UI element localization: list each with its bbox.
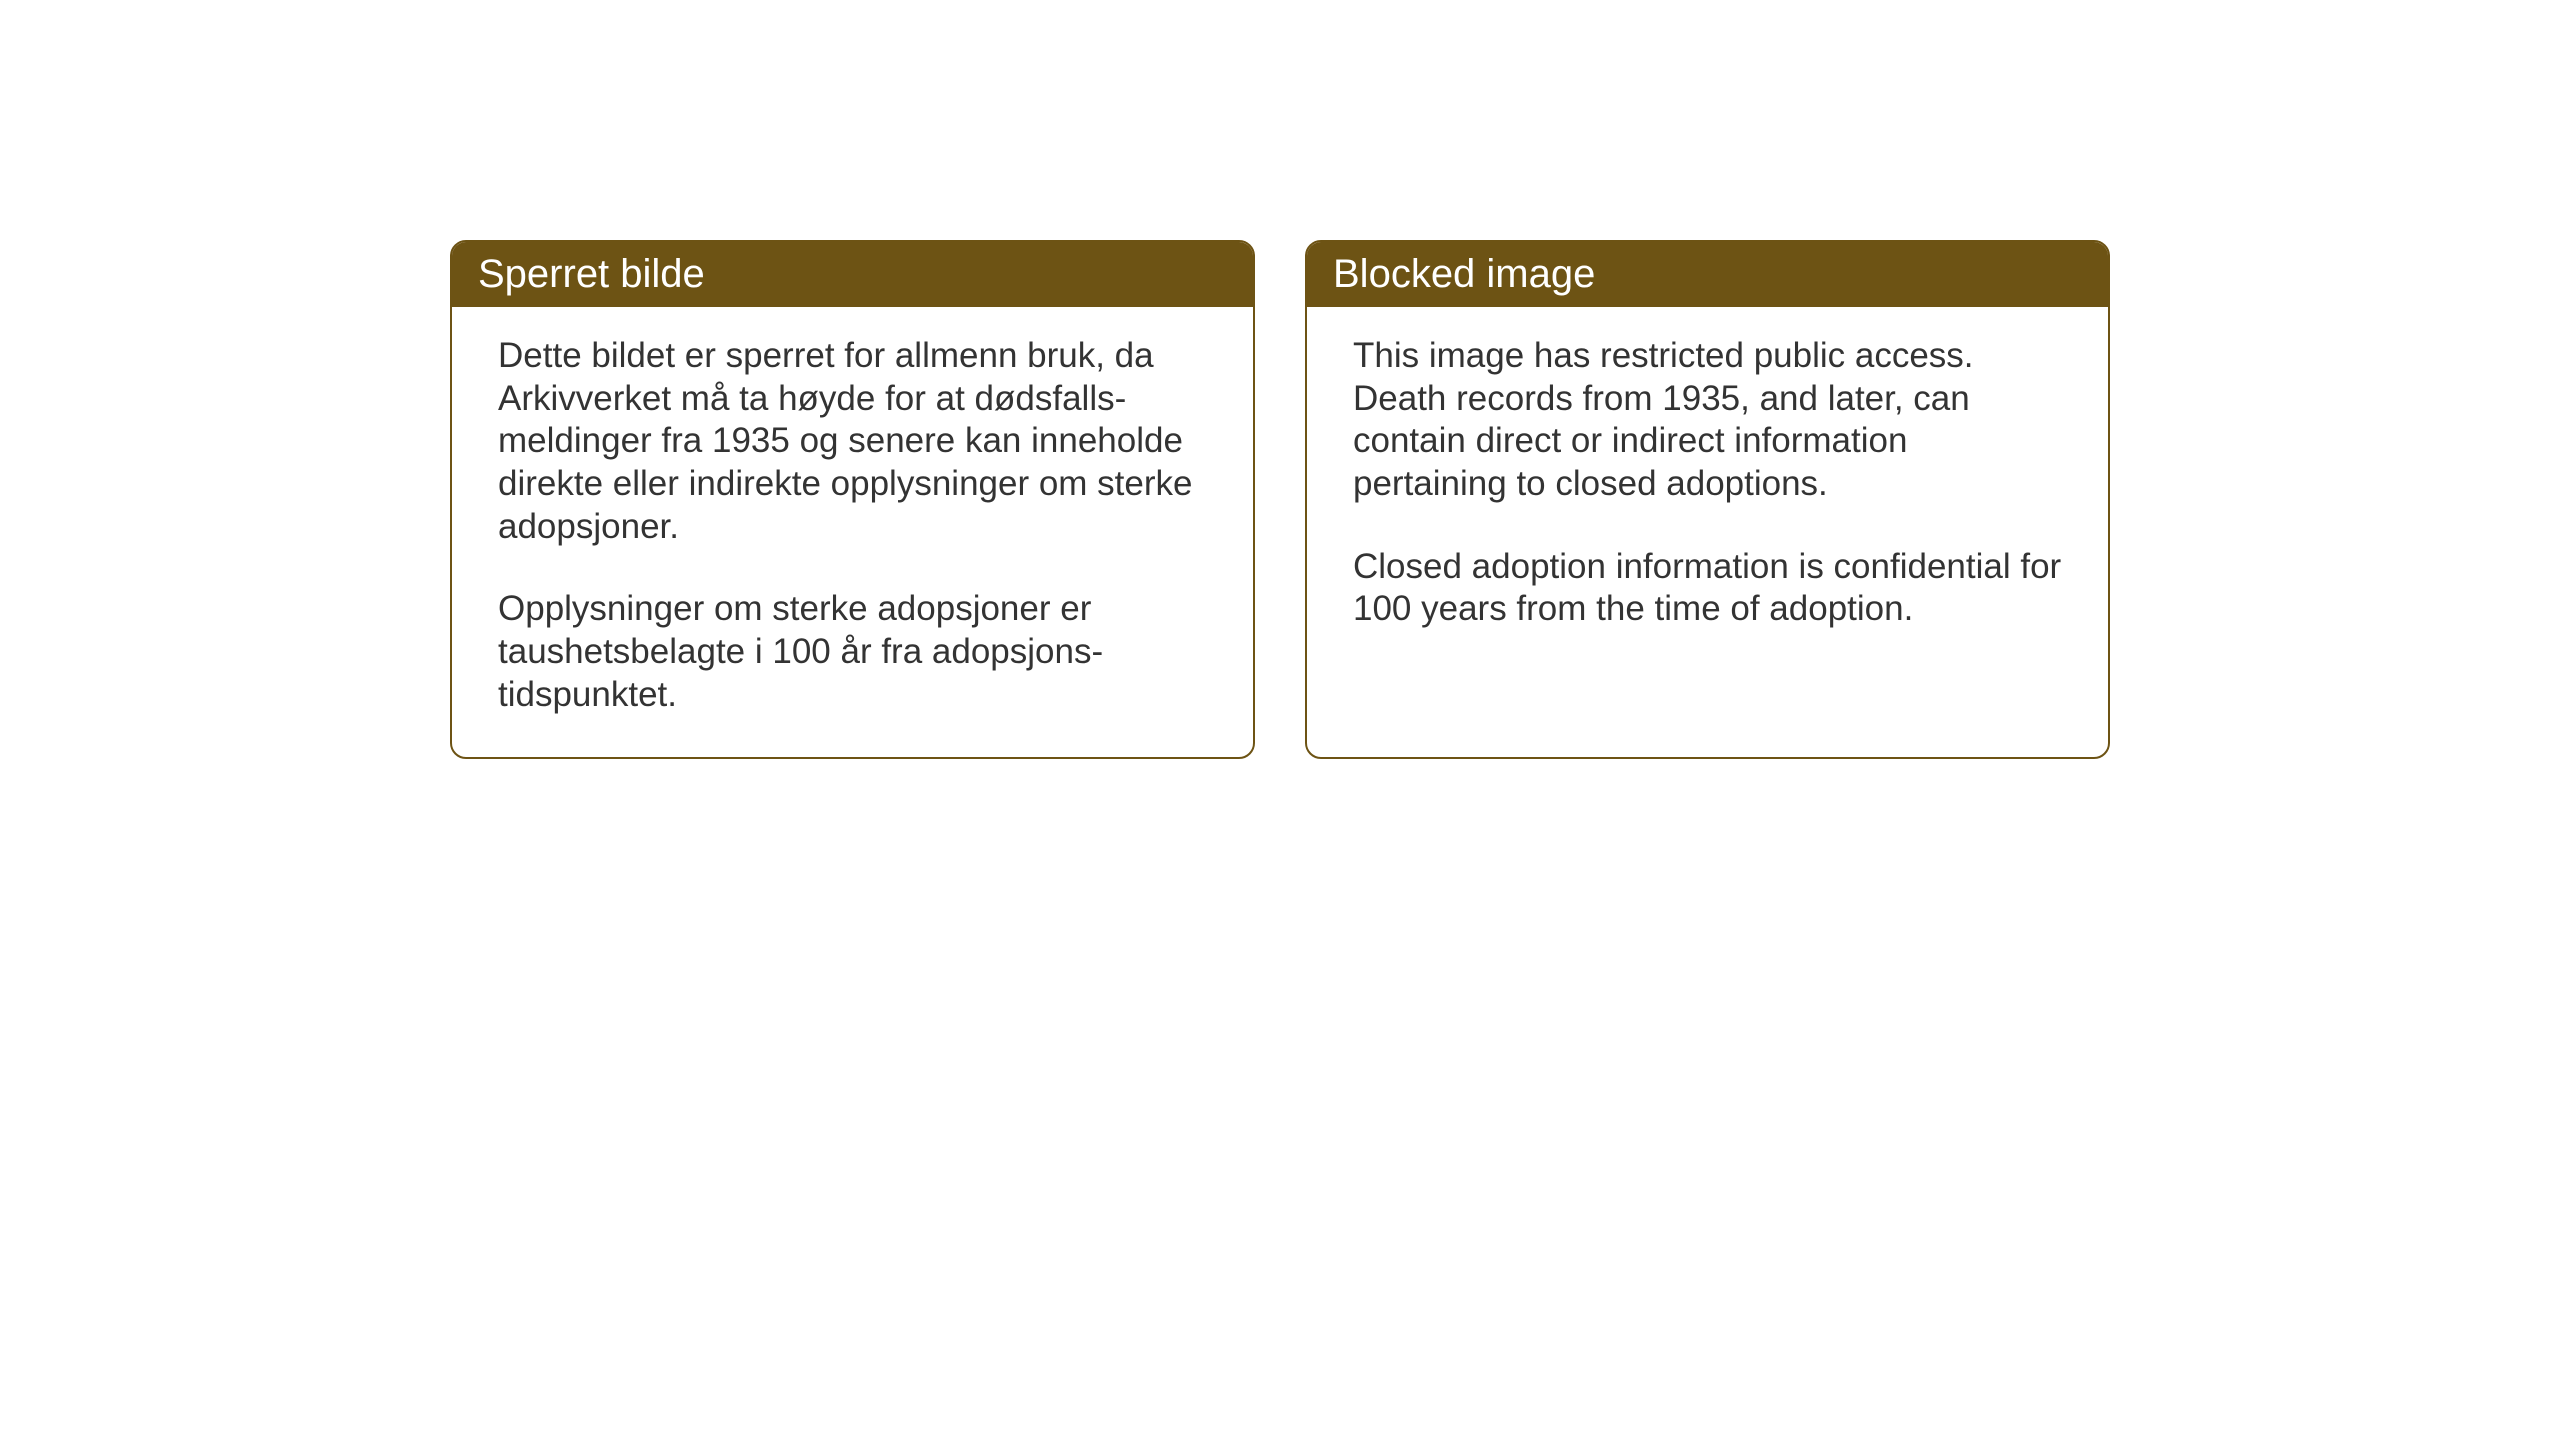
card-paragraph-norwegian-2: Opplysninger om sterke adopsjoner er tau… bbox=[498, 588, 1207, 716]
card-body-english: This image has restricted public access.… bbox=[1307, 307, 2108, 671]
notice-card-norwegian: Sperret bilde Dette bildet er sperret fo… bbox=[450, 240, 1255, 759]
notice-container: Sperret bilde Dette bildet er sperret fo… bbox=[450, 240, 2110, 759]
card-title-norwegian: Sperret bilde bbox=[478, 252, 705, 296]
card-header-english: Blocked image bbox=[1307, 242, 2108, 307]
card-body-norwegian: Dette bildet er sperret for allmenn bruk… bbox=[452, 307, 1253, 757]
notice-card-english: Blocked image This image has restricted … bbox=[1305, 240, 2110, 759]
card-paragraph-english-1: This image has restricted public access.… bbox=[1353, 335, 2062, 506]
card-paragraph-english-2: Closed adoption information is confident… bbox=[1353, 546, 2062, 631]
card-title-english: Blocked image bbox=[1333, 252, 1595, 296]
card-paragraph-norwegian-1: Dette bildet er sperret for allmenn bruk… bbox=[498, 335, 1207, 548]
card-header-norwegian: Sperret bilde bbox=[452, 242, 1253, 307]
